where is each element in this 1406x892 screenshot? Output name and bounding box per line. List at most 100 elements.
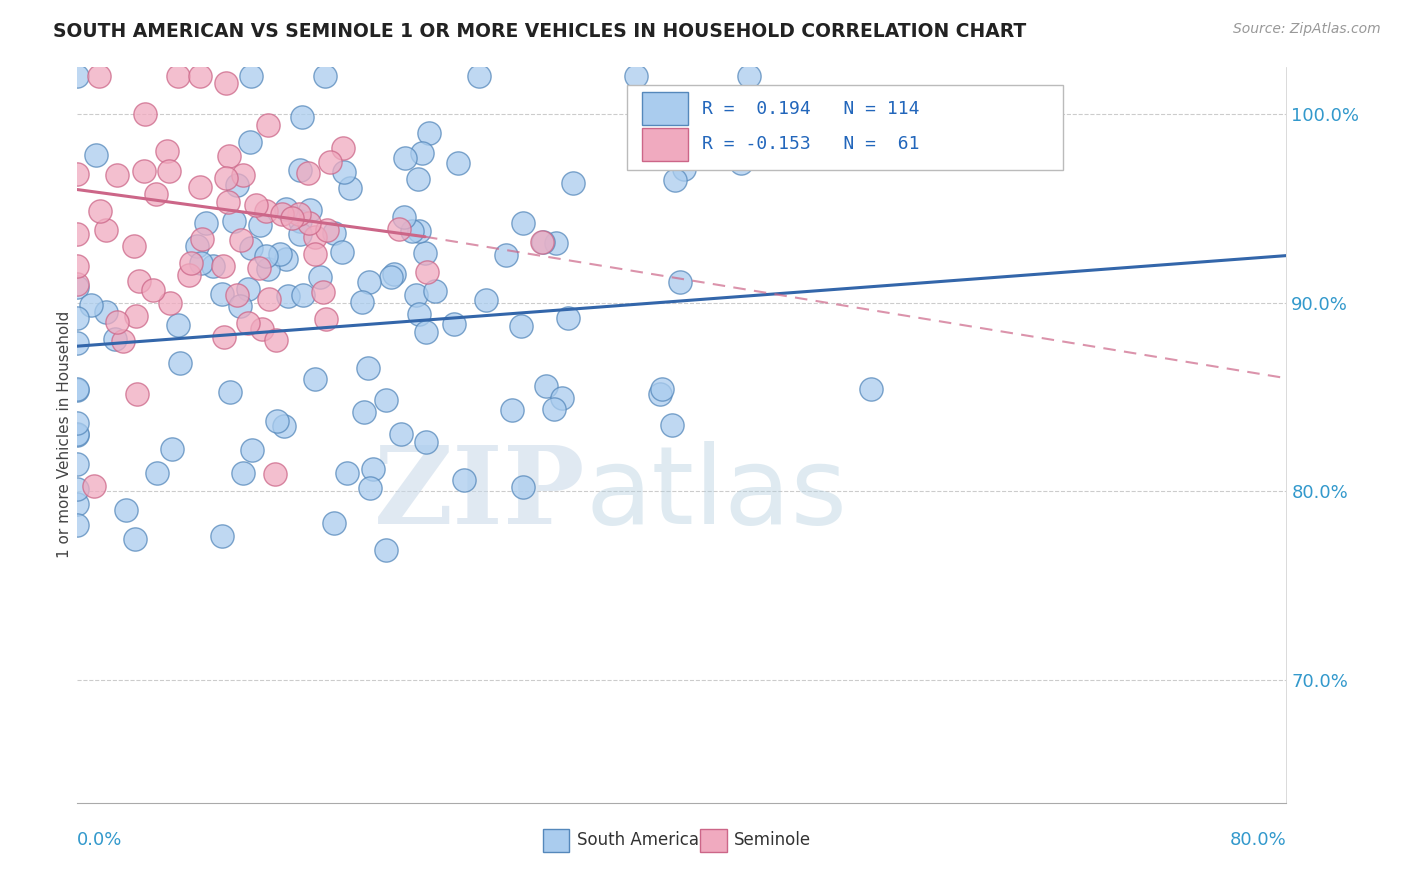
Point xyxy=(180,256,202,270)
Point xyxy=(89,204,111,219)
Point xyxy=(66,416,89,430)
Point xyxy=(66,498,89,512)
Point xyxy=(859,382,882,396)
Point xyxy=(411,146,433,161)
Point xyxy=(468,70,491,84)
Point xyxy=(201,259,224,273)
Point xyxy=(219,384,242,399)
Point xyxy=(651,382,673,396)
Point xyxy=(212,330,235,344)
Point xyxy=(239,136,262,150)
Text: South Americans: South Americans xyxy=(576,830,718,848)
Point xyxy=(211,529,233,543)
Point xyxy=(66,310,89,325)
Point xyxy=(226,178,249,193)
Point xyxy=(257,118,280,132)
Point xyxy=(254,203,277,218)
Point xyxy=(250,322,273,336)
Point xyxy=(112,334,135,348)
Point xyxy=(224,213,246,227)
Point xyxy=(266,414,288,428)
Point xyxy=(475,293,498,307)
Point xyxy=(215,76,238,90)
Point xyxy=(304,247,326,261)
Bar xyxy=(643,128,688,161)
Point xyxy=(309,269,332,284)
Point xyxy=(388,222,411,236)
Point xyxy=(322,516,344,530)
Point xyxy=(288,207,311,221)
Point xyxy=(408,224,430,238)
Text: ZIP: ZIP xyxy=(374,441,585,547)
Point xyxy=(405,288,427,302)
Point xyxy=(730,156,752,170)
Point xyxy=(304,230,326,244)
Point xyxy=(418,126,440,140)
Point xyxy=(169,356,191,370)
Y-axis label: 1 or more Vehicles in Household: 1 or more Vehicles in Household xyxy=(56,311,72,558)
Point xyxy=(557,310,579,325)
Point xyxy=(304,372,326,386)
Point xyxy=(330,244,353,259)
Point xyxy=(94,223,117,237)
Bar xyxy=(543,829,569,852)
Bar xyxy=(643,92,688,126)
Point xyxy=(229,299,252,313)
Point xyxy=(382,268,405,282)
Point xyxy=(66,457,89,471)
Point xyxy=(664,173,686,187)
Point xyxy=(104,332,127,346)
Point xyxy=(264,333,287,347)
Point xyxy=(269,247,291,261)
Point xyxy=(415,325,437,339)
Point xyxy=(291,110,314,124)
Point xyxy=(415,264,437,278)
Point xyxy=(669,275,692,289)
Point xyxy=(512,480,534,494)
Point xyxy=(105,168,128,182)
Point xyxy=(218,149,240,163)
Point xyxy=(401,224,423,238)
Point xyxy=(737,70,759,84)
Point xyxy=(122,239,145,253)
Point xyxy=(551,391,574,405)
Point xyxy=(232,466,254,480)
Point xyxy=(114,503,136,517)
Point xyxy=(167,318,190,333)
Point xyxy=(159,296,181,310)
Point xyxy=(87,70,110,84)
Point xyxy=(339,181,361,195)
Point xyxy=(375,542,398,557)
Text: 0.0%: 0.0% xyxy=(77,831,122,849)
Point xyxy=(626,70,648,84)
Point xyxy=(415,434,437,449)
Point xyxy=(314,70,336,84)
Text: R =  0.194   N = 114: R = 0.194 N = 114 xyxy=(703,100,920,118)
Text: 80.0%: 80.0% xyxy=(1230,831,1286,849)
Point xyxy=(156,144,179,158)
Point xyxy=(530,235,553,249)
Point xyxy=(66,280,89,294)
Point xyxy=(236,282,259,296)
Point xyxy=(66,277,89,291)
Point xyxy=(257,292,280,306)
Point xyxy=(217,195,239,210)
Point xyxy=(66,427,89,442)
Point xyxy=(357,275,380,289)
Point xyxy=(374,393,396,408)
Point xyxy=(94,305,117,319)
FancyBboxPatch shape xyxy=(627,86,1063,170)
Point xyxy=(531,235,554,250)
Point xyxy=(319,154,342,169)
Point xyxy=(134,106,156,120)
Point xyxy=(245,198,267,212)
Point xyxy=(333,165,356,179)
Point xyxy=(536,379,558,393)
Point xyxy=(160,442,183,456)
Point xyxy=(495,248,517,262)
Point xyxy=(66,382,89,396)
Point xyxy=(352,295,374,310)
Point xyxy=(212,259,235,273)
Point xyxy=(240,443,263,458)
Point xyxy=(353,405,375,419)
